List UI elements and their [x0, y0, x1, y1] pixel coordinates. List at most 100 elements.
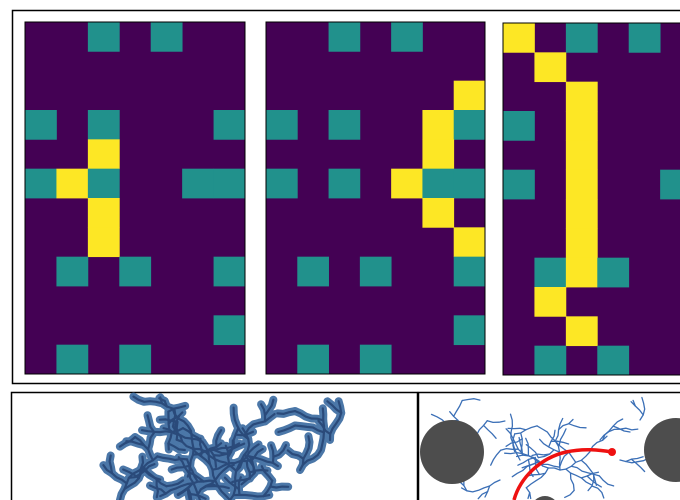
tree-branch — [167, 404, 187, 413]
tree-branch — [564, 489, 575, 499]
path-cell — [565, 228, 598, 259]
obstacle-cell — [56, 344, 89, 375]
tree-branch — [326, 400, 343, 414]
tree-branch — [211, 458, 254, 471]
obstacle-cell — [565, 23, 598, 53]
tree-branch — [187, 471, 205, 483]
obstacle-cell — [453, 256, 486, 287]
tree-branch — [527, 458, 534, 478]
tree-branch — [475, 420, 488, 436]
obstacle-cell — [266, 110, 298, 140]
tree-branch — [580, 471, 600, 479]
obstacle-cell — [213, 168, 246, 199]
tree-branch — [191, 442, 241, 456]
tree-branch — [630, 401, 644, 416]
tree-branch — [568, 423, 587, 429]
tree-branch — [260, 403, 267, 423]
obstacle-disc-bottom — [535, 496, 555, 500]
obstacle-cell — [328, 22, 361, 52]
tree-branch — [108, 454, 114, 475]
obstacle-cell — [328, 110, 361, 140]
tree-branch — [580, 459, 598, 486]
tree-branch — [294, 410, 325, 422]
tree-branch — [248, 455, 255, 475]
tree-branch — [127, 463, 156, 479]
planned-path — [512, 447, 613, 500]
obstacle-cell — [359, 256, 392, 287]
tree-branch — [234, 443, 260, 473]
obstacle-cell — [87, 110, 120, 140]
tree-branch — [232, 406, 250, 440]
obstacle-cell — [213, 110, 246, 140]
obstacle-disc-right — [644, 418, 680, 482]
tree-branch — [210, 482, 230, 490]
path-cell — [565, 199, 598, 229]
tree-branch — [209, 447, 229, 455]
tree-branch — [317, 419, 332, 436]
tree-branch — [484, 485, 491, 498]
grid-border — [265, 21, 486, 375]
tree-branch — [147, 431, 156, 451]
tree-branch — [159, 482, 195, 498]
occupancy-grid-1 — [24, 21, 246, 375]
tree-branch — [511, 461, 539, 478]
path-cell — [422, 139, 455, 170]
path-cell — [87, 227, 120, 258]
tree-branch — [554, 417, 564, 442]
obstacle-cell — [213, 315, 246, 346]
tree-branch — [244, 413, 276, 435]
obstacle-cell — [597, 257, 630, 288]
obstacle-cell — [56, 256, 89, 287]
tree-branch — [509, 413, 521, 461]
path-cell — [534, 52, 567, 83]
obstacle-cell — [453, 168, 486, 199]
grid-row-frame — [11, 9, 680, 385]
tree-branch — [242, 454, 279, 468]
tree-branch — [526, 472, 546, 477]
path-cell — [453, 227, 486, 258]
grid-border — [502, 22, 680, 376]
obstacle-cell — [391, 22, 423, 52]
obstacle-cell — [87, 168, 120, 199]
tree-branch — [525, 467, 549, 489]
obstacle-cell — [25, 168, 57, 199]
tree-branch — [186, 486, 191, 500]
tree-branch — [140, 427, 185, 434]
path-cell — [391, 168, 423, 199]
occupancy-grid-3 — [502, 22, 680, 376]
tree-branch — [625, 456, 644, 463]
tree-branch — [277, 424, 297, 434]
tree-branch — [245, 459, 251, 480]
obstacle-cell — [503, 169, 535, 200]
tree-branch — [215, 429, 223, 449]
obstacle-cell — [119, 344, 152, 375]
tree-branch — [298, 407, 326, 472]
obstacle-cell — [87, 22, 120, 52]
tree-branch — [598, 475, 615, 487]
obstacle-cell — [453, 315, 486, 346]
obstacle-cell — [119, 256, 152, 287]
tree-branch — [270, 444, 275, 464]
tree-branch — [505, 438, 523, 447]
tree-branch — [558, 428, 567, 447]
tree-branch — [146, 414, 155, 433]
tree-branch — [262, 479, 274, 498]
obstacle-cell — [328, 168, 361, 199]
obstacle-cell — [297, 256, 329, 287]
path-cell — [87, 198, 120, 228]
tree-branch — [504, 451, 561, 471]
tree-branch — [558, 451, 570, 468]
tree-branch — [132, 395, 174, 410]
tree-branch — [505, 428, 524, 455]
tree-branch — [541, 463, 561, 468]
path-cell — [422, 110, 455, 140]
occupancy-grid-2 — [265, 21, 486, 375]
tree-branch — [167, 411, 184, 425]
obstacle-cell — [182, 168, 214, 199]
tree-branch — [204, 442, 223, 453]
tree-branch — [537, 449, 555, 459]
path-cell — [565, 257, 598, 288]
tree-branch — [162, 427, 204, 444]
tree-branch — [294, 424, 325, 434]
